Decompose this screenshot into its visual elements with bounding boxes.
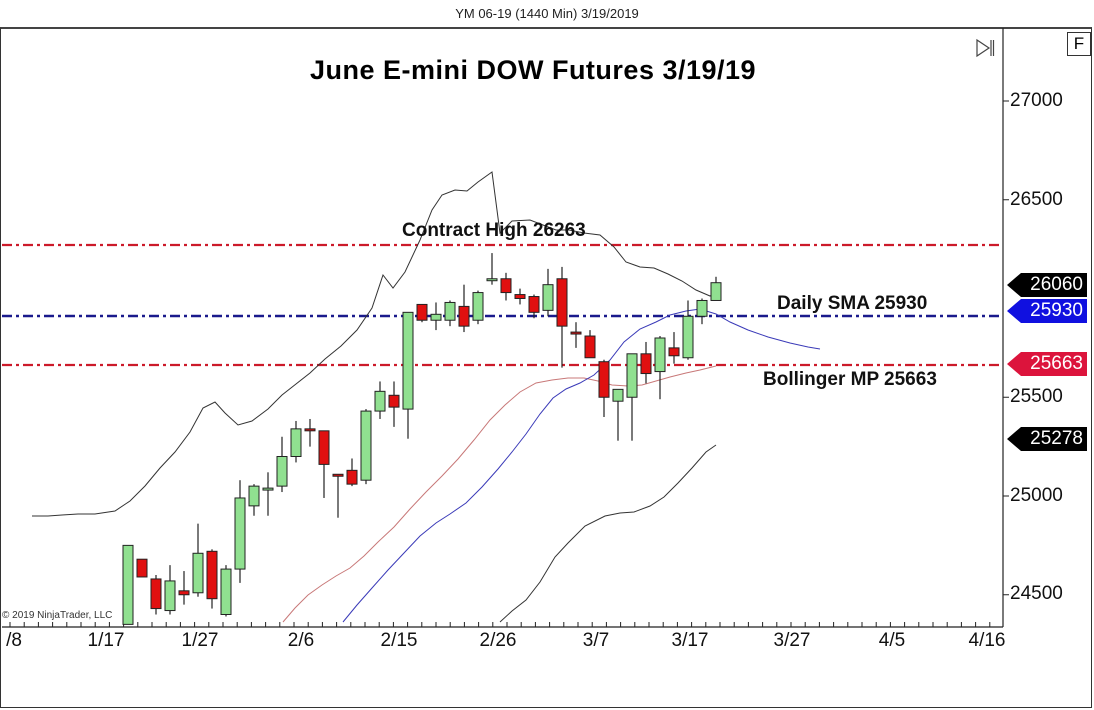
candle	[682, 300, 694, 360]
candle	[416, 303, 428, 323]
annotation-daily-sma: Daily SMA 25930	[777, 293, 928, 314]
candle	[304, 418, 316, 447]
candle	[290, 420, 302, 463]
candle	[402, 311, 414, 439]
f-button[interactable]: F	[1067, 32, 1091, 56]
sma	[342, 308, 821, 623]
candle	[150, 575, 162, 615]
y-tick-26500: 26500	[1010, 189, 1063, 210]
candle	[640, 341, 652, 384]
annotation-bollinger-mp: Bollinger MP 25663	[763, 369, 937, 390]
candle	[500, 272, 512, 301]
candle	[248, 484, 260, 516]
candle	[136, 558, 148, 578]
x-tick: 1/17	[87, 630, 125, 651]
chart-frame	[0, 27, 1092, 708]
candle	[626, 353, 638, 441]
candle	[374, 381, 386, 419]
x-tick: 2/15	[380, 630, 418, 651]
copyright-text: © 2019 NinjaTrader, LLC	[2, 610, 113, 621]
candle	[206, 549, 218, 609]
candle	[584, 330, 596, 359]
candle	[668, 332, 680, 364]
x-tick: 4/5	[878, 630, 906, 651]
price-tag-bollinger-lower: 25278	[1007, 427, 1087, 451]
candle	[542, 268, 554, 317]
candle	[192, 523, 204, 597]
x-tick: 3/17	[671, 630, 709, 651]
y-tick-25000: 25000	[1010, 485, 1063, 506]
candle	[472, 290, 484, 325]
candle	[178, 571, 190, 605]
candle	[262, 472, 274, 516]
bollinger-upper	[32, 171, 717, 517]
candle	[598, 359, 610, 417]
x-tick: 1/27	[181, 630, 219, 651]
candle	[514, 288, 526, 305]
x-tick: 3/7	[582, 630, 610, 651]
candle	[556, 266, 568, 368]
candle	[430, 302, 442, 331]
price-tag-sma: 25930	[1007, 299, 1087, 323]
chart-title: June E-mini DOW Futures 3/19/19	[309, 55, 757, 85]
candle	[458, 284, 470, 333]
candle	[318, 430, 330, 498]
candle	[528, 294, 540, 319]
candle	[360, 409, 372, 485]
y-tick-24500: 24500	[1010, 583, 1063, 604]
scroll-to-end-icon[interactable]	[975, 38, 995, 58]
candle	[570, 322, 582, 348]
candle	[122, 544, 134, 625]
x-tick: 2/6	[287, 630, 315, 651]
candle	[486, 253, 498, 285]
x-tick: 2/26	[479, 630, 517, 651]
x-tick: 3/27	[773, 630, 811, 651]
candle	[612, 388, 624, 441]
candle	[234, 480, 246, 583]
candle	[346, 458, 358, 487]
price-tag-bollinger-mp: 25663	[1007, 352, 1087, 376]
candle	[276, 436, 288, 493]
y-tick-25500: 25500	[1010, 386, 1063, 407]
candle	[696, 298, 708, 325]
x-tick: /8	[6, 630, 22, 651]
price-tag-last: 26060	[1007, 273, 1087, 297]
candle	[332, 473, 344, 518]
x-tick: 4/16	[968, 630, 1006, 651]
annotation-contract-high: Contract High 26263	[402, 220, 586, 241]
bollinger-lower	[499, 444, 717, 623]
candle	[220, 565, 232, 617]
candle	[444, 300, 456, 327]
candle	[654, 336, 666, 400]
candle	[164, 565, 176, 615]
candle	[710, 276, 722, 301]
y-tick-27000: 27000	[1010, 90, 1063, 111]
instrument-header: YM 06-19 (1440 Min) 3/19/2019	[455, 6, 639, 21]
bollinger-middle	[282, 365, 717, 623]
candle	[388, 381, 400, 427]
